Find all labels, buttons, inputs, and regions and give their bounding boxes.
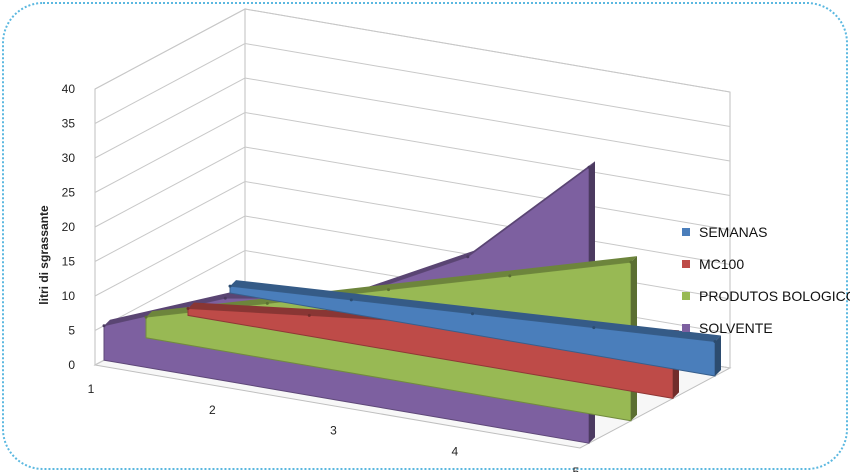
- data-point: [629, 260, 633, 264]
- x-tick-label: 1: [88, 382, 95, 396]
- y-axis-ticks: 0 5 10 15 20 25 30 35 40: [62, 82, 76, 372]
- gridline: [94, 77, 731, 162]
- series-edge: [230, 280, 721, 342]
- y-tick-label: 35: [62, 117, 76, 131]
- legend-item: SOLVENTE: [682, 312, 850, 344]
- series-semanas: [228, 280, 721, 377]
- legend-label: PRODUTOS BOLOGICO: [699, 288, 850, 304]
- data-point: [307, 313, 311, 317]
- legend-label: SEMANAS: [699, 224, 768, 240]
- y-axis-title: litri di sgrassante: [37, 205, 51, 305]
- x-tick-label: 2: [209, 403, 216, 417]
- data-point: [228, 284, 232, 288]
- y-tick-label: 15: [62, 255, 76, 269]
- data-point: [186, 307, 190, 310]
- data-point: [265, 301, 269, 305]
- legend-item: SEMANAS: [682, 216, 850, 248]
- legend-swatch: [682, 292, 690, 300]
- x-tick-label: 5: [573, 465, 580, 472]
- y-tick-label: 30: [62, 151, 76, 165]
- data-point: [466, 255, 470, 259]
- x-tick-label: 4: [451, 444, 458, 458]
- series-edge: [146, 256, 637, 318]
- y-tick-label: 10: [62, 289, 76, 303]
- legend: SEMANAS MC100 PRODUTOS BOLOGICO SOLVENTE: [682, 216, 850, 344]
- y-tick-label: 40: [62, 82, 76, 96]
- legend-item: MC100: [682, 248, 850, 280]
- legend-swatch: [682, 324, 690, 332]
- gridline: [94, 42, 731, 127]
- y-tick-label: 25: [62, 186, 76, 200]
- data-point: [223, 296, 227, 300]
- data-point: [713, 340, 717, 343]
- y-tick-label: 20: [62, 220, 76, 234]
- data-point: [144, 315, 148, 319]
- data-point: [471, 312, 474, 316]
- legend-item: PRODUTOS BOLOGICO: [682, 280, 850, 312]
- series-layer: [102, 161, 721, 444]
- y-tick-label: 0: [68, 358, 75, 372]
- data-point: [508, 274, 512, 278]
- x-axis-ticks: 1 2 3 4 5: [88, 382, 580, 472]
- data-point: [102, 324, 106, 328]
- gridline: [94, 111, 731, 196]
- y-tick-label: 5: [68, 324, 75, 338]
- legend-label: SOLVENTE: [699, 320, 773, 336]
- x-tick-label: 3: [330, 424, 337, 438]
- data-point: [587, 165, 591, 169]
- series-cap: [715, 335, 721, 376]
- legend-swatch: [682, 228, 690, 236]
- legend-swatch: [682, 260, 690, 268]
- legend-label: MC100: [699, 256, 745, 272]
- data-point: [387, 288, 390, 292]
- gridline: [94, 8, 731, 93]
- data-point: [349, 298, 353, 302]
- data-point: [592, 326, 596, 330]
